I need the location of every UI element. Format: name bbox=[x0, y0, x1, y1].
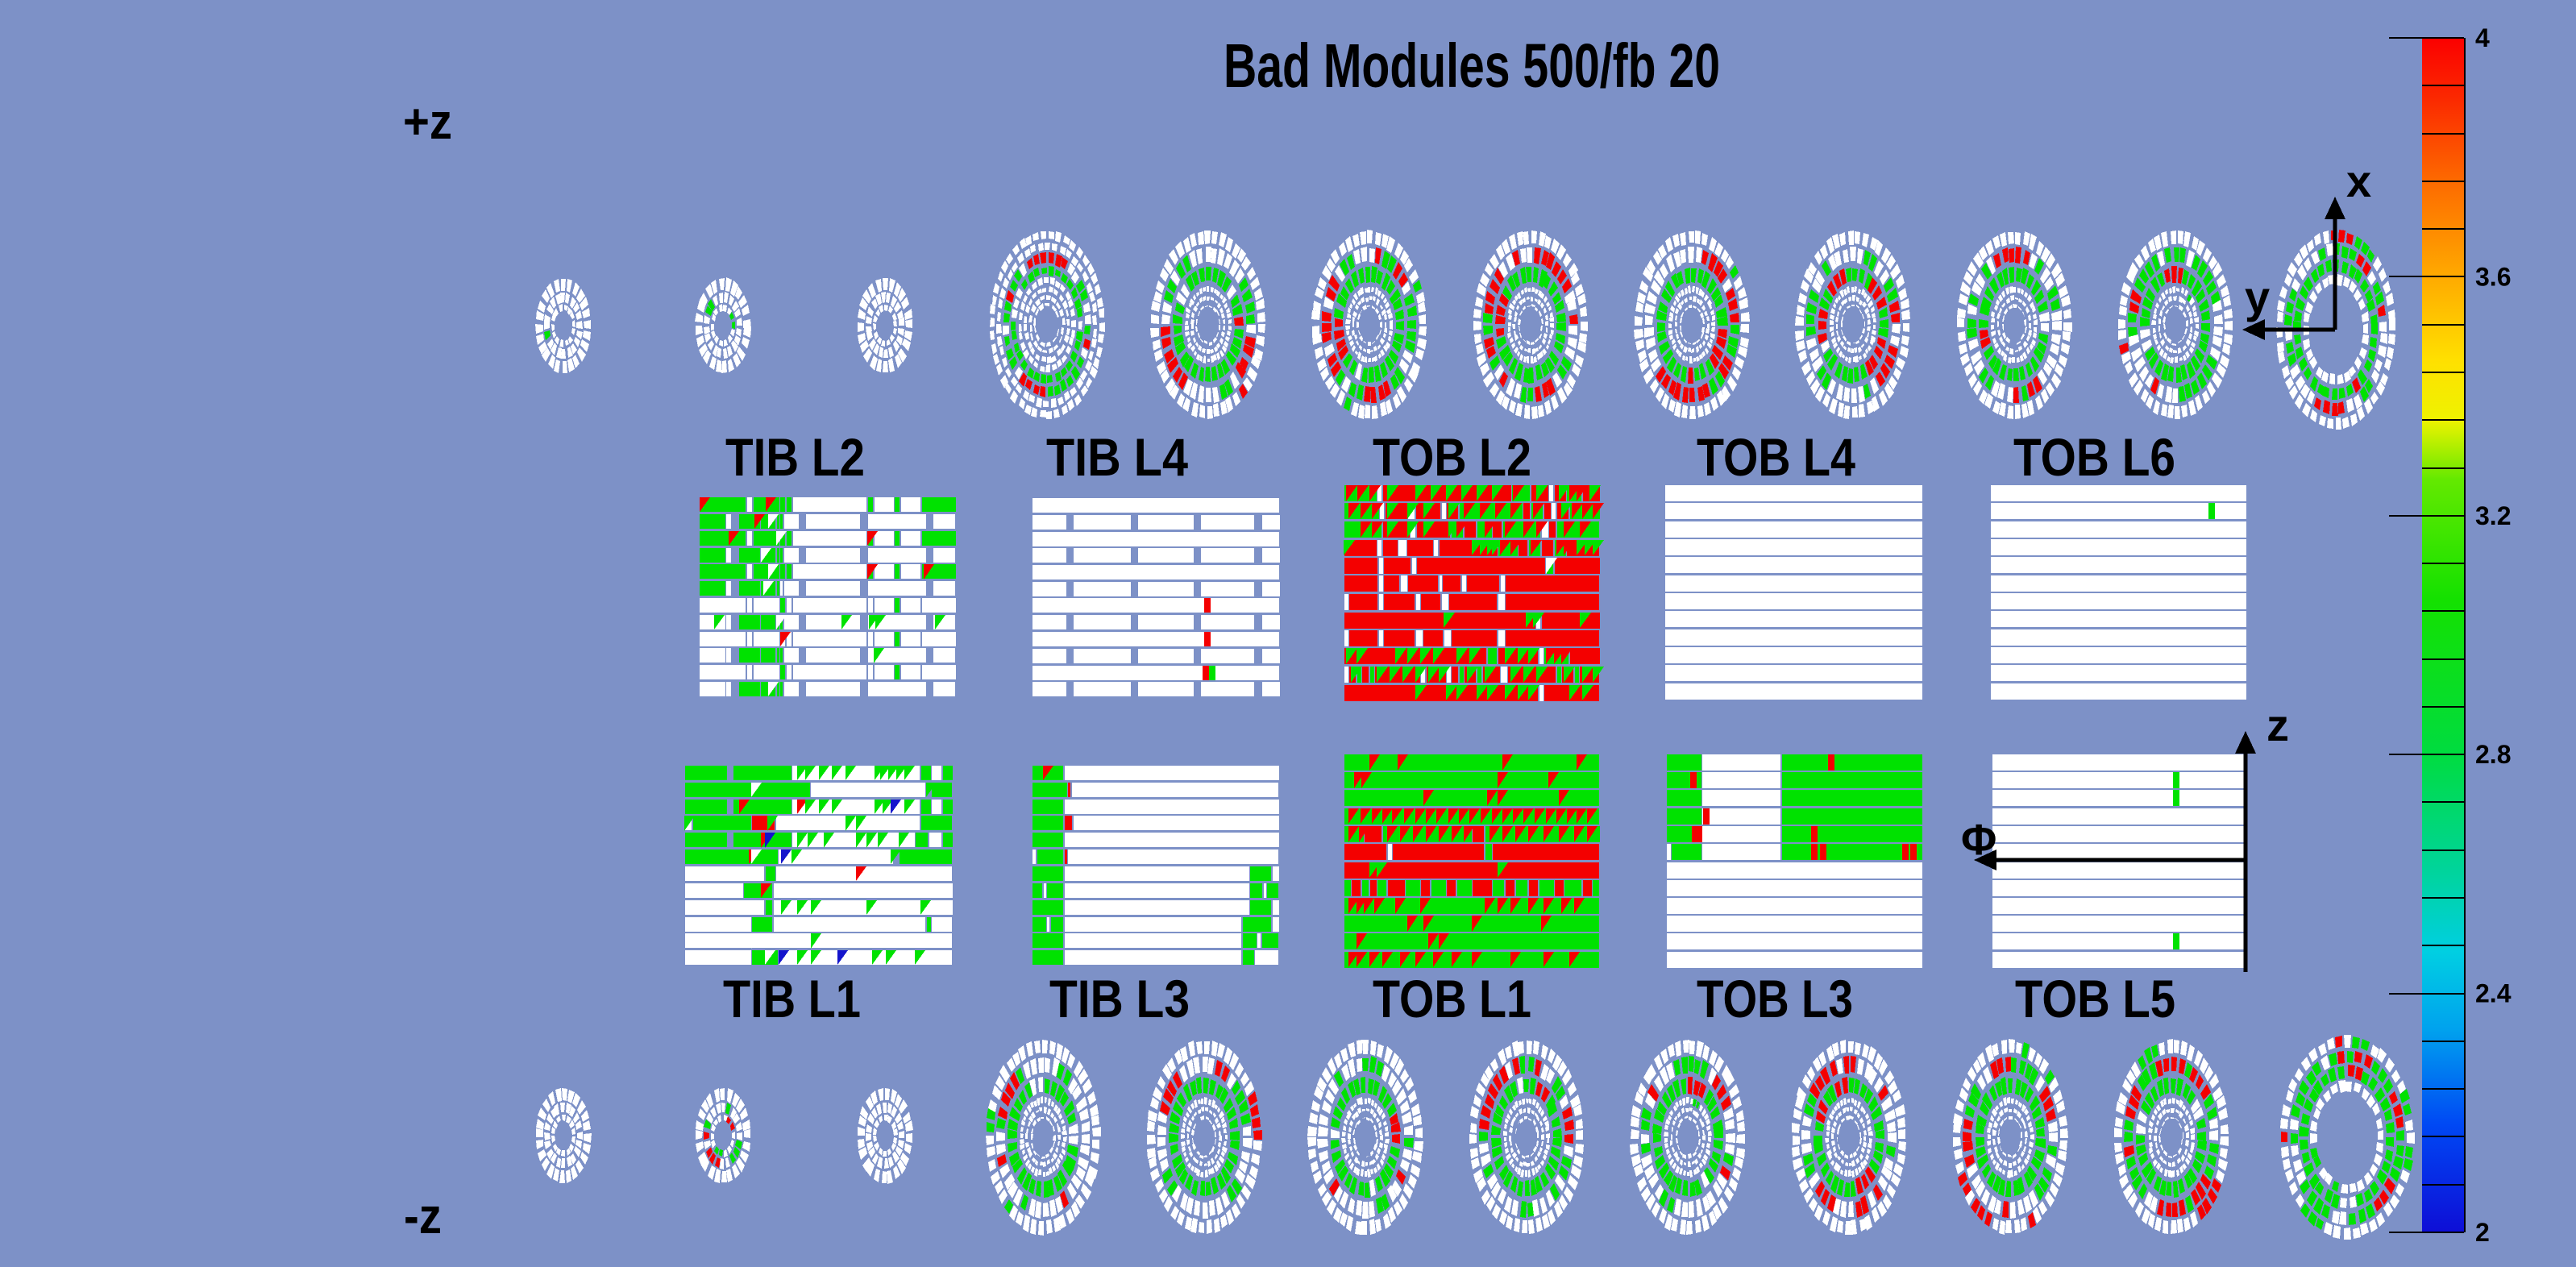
svg-text:3.2: 3.2 bbox=[2475, 501, 2511, 530]
svg-text:2.8: 2.8 bbox=[2475, 740, 2511, 769]
svg-text:TOB L6: TOB L6 bbox=[2013, 427, 2175, 487]
svg-text:-z: -z bbox=[404, 1189, 442, 1244]
svg-text:3.6: 3.6 bbox=[2475, 262, 2511, 291]
svg-text:TOB L5: TOB L5 bbox=[2015, 969, 2175, 1028]
svg-text:y: y bbox=[2245, 272, 2270, 322]
svg-text:4: 4 bbox=[2475, 23, 2490, 52]
svg-text:TIB L3: TIB L3 bbox=[1049, 969, 1190, 1028]
svg-text:TOB L4: TOB L4 bbox=[1697, 427, 1855, 487]
svg-text:TIB L2: TIB L2 bbox=[725, 427, 865, 487]
svg-text:Φ: Φ bbox=[1961, 816, 1996, 864]
svg-text:2.4: 2.4 bbox=[2475, 979, 2512, 1008]
svg-text:+z: +z bbox=[403, 94, 452, 150]
svg-text:2: 2 bbox=[2475, 1218, 2490, 1247]
svg-text:Bad Modules 500/fb 20: Bad Modules 500/fb 20 bbox=[1224, 31, 1720, 101]
svg-text:x: x bbox=[2346, 156, 2371, 206]
svg-text:TOB L1: TOB L1 bbox=[1373, 969, 1531, 1028]
svg-text:TIB L1: TIB L1 bbox=[723, 969, 861, 1028]
svg-text:TOB L2: TOB L2 bbox=[1373, 427, 1531, 487]
svg-text:TOB L3: TOB L3 bbox=[1697, 969, 1853, 1028]
svg-text:TIB L4: TIB L4 bbox=[1046, 427, 1188, 487]
svg-text:z: z bbox=[2266, 700, 2289, 750]
